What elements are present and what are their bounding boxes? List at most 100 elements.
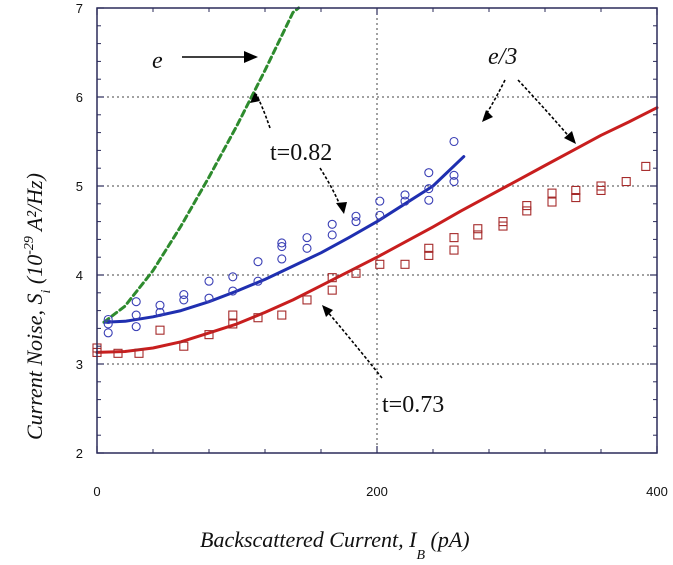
y-axis-label: Current Noise, Si (10-29 A²/Hz) [22, 173, 54, 440]
data-point-square [375, 259, 385, 269]
data-point-circle [375, 196, 385, 206]
arrow-e3-to-blue [483, 79, 506, 119]
data-point-square [449, 233, 459, 243]
arrowhead-e3-to-blue [482, 110, 493, 122]
annotation-arrows [182, 51, 576, 379]
data-point-circle [103, 319, 113, 329]
y-axis-label-exp: -29 [22, 236, 37, 255]
data-point-circle [449, 170, 459, 180]
y-tick-label: 6 [76, 90, 83, 105]
data-point-circle [302, 233, 312, 243]
y-tick-label: 2 [76, 446, 83, 461]
data-point-circle [253, 276, 263, 286]
annotation-t073: t=0.73 [382, 392, 444, 418]
data-point-square [204, 330, 214, 340]
arrowhead-t073-to-red [322, 305, 333, 317]
data-point-circle [351, 211, 361, 221]
data-point-circle [103, 314, 113, 325]
data-point-square [571, 185, 581, 195]
y-tick-label: 3 [76, 357, 83, 372]
y-axis-label-main: Current Noise, S [22, 294, 47, 440]
x-axis-label: Backscattered Current, IB (pA) [200, 527, 470, 563]
data-point-circle [400, 190, 410, 200]
data-point-circle [155, 307, 165, 317]
data-point-square [522, 201, 532, 211]
arrow-t082-to-e [255, 93, 271, 129]
data-point-square [473, 224, 483, 234]
data-point-square [228, 310, 238, 320]
annotation-t082: t=0.82 [270, 140, 332, 166]
y-axis-label-sub: i [39, 290, 54, 294]
data-point-circle [103, 328, 113, 338]
data-point-circle [204, 276, 214, 286]
y-tick-label: 5 [76, 179, 83, 194]
data-point-circle [155, 300, 165, 310]
data-point-circle [424, 184, 434, 194]
data-point-circle [277, 254, 287, 264]
data-point-circle [400, 196, 410, 206]
data-point-circle [228, 272, 238, 282]
x-axis-label-tail: (pA) [425, 527, 470, 552]
data-point-circle [228, 286, 238, 296]
data-point-circle [302, 243, 312, 253]
data-point-circle [449, 136, 459, 147]
data-point-circle [424, 195, 434, 205]
y-axis-label-end: A²/Hz) [22, 173, 47, 236]
data-point-circle [277, 238, 287, 248]
x-tick-label: 400 [646, 484, 668, 499]
data-point-square [498, 217, 508, 227]
data-point-square [179, 341, 189, 351]
data-point-square [253, 313, 263, 323]
x-axis-label-sub: B [416, 548, 425, 563]
data-point-square [327, 273, 337, 283]
gridlines [97, 8, 657, 453]
annotation-e: e [152, 48, 163, 74]
data-point-square [277, 310, 287, 320]
y-tick-label: 7 [76, 1, 83, 16]
arrowhead-t082-to-blue [336, 202, 347, 214]
arrowhead-t082-to-e [250, 92, 260, 103]
series-curve-dashed [102, 6, 301, 324]
data-point-square [547, 197, 557, 207]
arrow-t073-to-red [325, 309, 383, 379]
y-axis-label-tail: (10 [22, 255, 47, 290]
data-point-circle [327, 230, 337, 240]
data-point-circle [277, 241, 287, 252]
data-point-square [621, 177, 631, 187]
data-point-square [113, 348, 123, 358]
data-point-circle [375, 210, 385, 220]
data-point-circle [179, 295, 189, 305]
data-point-circle [131, 310, 141, 320]
data-point-circle [131, 322, 141, 332]
data-point-square [547, 188, 557, 198]
data-point-square [228, 319, 238, 329]
x-tick-label: 0 [93, 484, 100, 499]
data-point-square [134, 348, 144, 358]
data-point-square [424, 243, 434, 253]
data-point-square [571, 193, 581, 203]
data-point-square [302, 295, 312, 305]
data-point-circle [131, 297, 141, 307]
data-point-square [424, 250, 434, 260]
data-point-circle [179, 290, 189, 300]
annotation-e3: e/3 [488, 44, 517, 70]
arrowhead-e3-to-red [564, 131, 576, 144]
data-point-square [596, 181, 606, 191]
data-point-square [641, 161, 651, 171]
x-axis-label-main: Backscattered Current, I [200, 527, 418, 552]
data-point-square [351, 268, 361, 278]
data-point-circle [449, 177, 459, 187]
y-tick-label: 4 [76, 268, 83, 283]
data-point-circle [327, 219, 337, 229]
data-point-circle [204, 293, 214, 303]
arrow-e3-to-red [517, 79, 573, 141]
ticks: 0 200 400 2 3 4 5 6 7 [76, 1, 668, 499]
data-point-square [449, 245, 459, 255]
data-point-square [400, 259, 410, 269]
data-point-square [522, 206, 532, 216]
data-point-circle [424, 168, 434, 178]
data-point-square [473, 230, 483, 240]
series-curve-solid [95, 106, 659, 354]
data-point-square [327, 285, 337, 295]
